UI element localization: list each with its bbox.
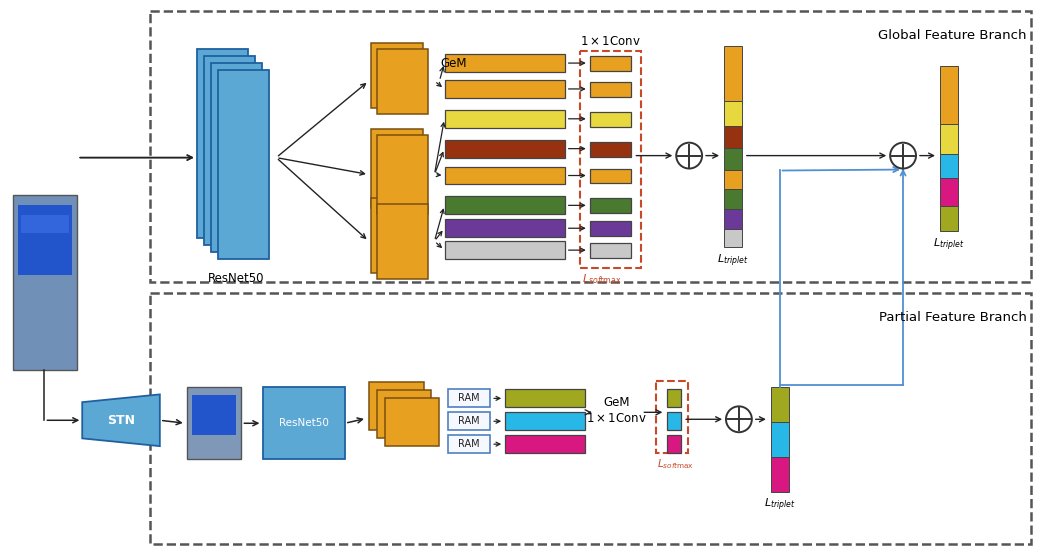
FancyBboxPatch shape <box>197 49 248 238</box>
Text: ResNet50: ResNet50 <box>208 272 265 285</box>
FancyBboxPatch shape <box>590 142 632 157</box>
FancyBboxPatch shape <box>590 82 632 97</box>
FancyBboxPatch shape <box>446 167 565 184</box>
FancyBboxPatch shape <box>940 206 958 231</box>
FancyBboxPatch shape <box>724 101 742 126</box>
FancyBboxPatch shape <box>369 383 424 430</box>
FancyBboxPatch shape <box>191 395 236 435</box>
FancyBboxPatch shape <box>724 169 742 189</box>
FancyBboxPatch shape <box>724 147 742 169</box>
FancyBboxPatch shape <box>377 204 429 279</box>
FancyBboxPatch shape <box>446 241 565 259</box>
FancyBboxPatch shape <box>505 412 585 430</box>
FancyBboxPatch shape <box>385 399 439 446</box>
FancyBboxPatch shape <box>377 135 429 214</box>
Text: $1\times1$Conv: $1\times1$Conv <box>586 412 646 425</box>
Text: RAM: RAM <box>458 416 480 426</box>
FancyBboxPatch shape <box>449 412 491 430</box>
FancyBboxPatch shape <box>13 195 77 369</box>
FancyBboxPatch shape <box>21 215 69 233</box>
FancyBboxPatch shape <box>446 110 565 128</box>
FancyBboxPatch shape <box>667 412 681 430</box>
FancyBboxPatch shape <box>218 70 269 259</box>
FancyBboxPatch shape <box>590 221 632 236</box>
Text: Partial Feature Branch: Partial Feature Branch <box>879 311 1026 324</box>
Text: $1\times1$Conv: $1\times1$Conv <box>581 35 641 47</box>
Text: Global Feature Branch: Global Feature Branch <box>878 29 1026 43</box>
Text: ResNet50: ResNet50 <box>279 418 329 428</box>
FancyBboxPatch shape <box>590 198 632 213</box>
Text: $L_{triplet}$: $L_{triplet}$ <box>718 252 749 268</box>
FancyBboxPatch shape <box>18 205 72 275</box>
FancyBboxPatch shape <box>667 389 681 407</box>
FancyBboxPatch shape <box>446 54 565 72</box>
FancyBboxPatch shape <box>724 46 742 101</box>
FancyBboxPatch shape <box>449 435 491 453</box>
FancyBboxPatch shape <box>449 389 491 407</box>
FancyBboxPatch shape <box>771 422 789 457</box>
Polygon shape <box>83 394 160 446</box>
FancyBboxPatch shape <box>590 112 632 127</box>
FancyBboxPatch shape <box>264 388 345 459</box>
FancyBboxPatch shape <box>505 389 585 407</box>
FancyBboxPatch shape <box>940 153 958 178</box>
FancyBboxPatch shape <box>377 49 429 114</box>
Text: GeM: GeM <box>440 56 467 70</box>
FancyBboxPatch shape <box>204 56 255 245</box>
FancyBboxPatch shape <box>724 209 742 229</box>
Text: $L_{soft\mathrm{max}}$: $L_{soft\mathrm{max}}$ <box>582 272 621 286</box>
FancyBboxPatch shape <box>377 390 431 438</box>
FancyBboxPatch shape <box>940 124 958 153</box>
FancyBboxPatch shape <box>590 56 632 71</box>
FancyBboxPatch shape <box>940 178 958 206</box>
FancyBboxPatch shape <box>771 388 789 422</box>
FancyBboxPatch shape <box>590 168 632 183</box>
Text: STN: STN <box>107 414 135 427</box>
Text: RAM: RAM <box>458 394 480 404</box>
Text: $L_{soft\mathrm{max}}$: $L_{soft\mathrm{max}}$ <box>657 457 695 471</box>
FancyBboxPatch shape <box>724 229 742 247</box>
FancyBboxPatch shape <box>771 457 789 492</box>
FancyBboxPatch shape <box>370 198 423 273</box>
FancyBboxPatch shape <box>940 66 958 124</box>
FancyBboxPatch shape <box>446 219 565 237</box>
Text: GeM: GeM <box>604 396 630 409</box>
FancyBboxPatch shape <box>724 126 742 147</box>
Text: $L_{triplet}$: $L_{triplet}$ <box>764 497 796 513</box>
Text: $L_{triplet}$: $L_{triplet}$ <box>933 236 964 253</box>
FancyBboxPatch shape <box>505 435 585 453</box>
FancyBboxPatch shape <box>724 189 742 209</box>
FancyBboxPatch shape <box>446 80 565 98</box>
FancyBboxPatch shape <box>667 435 681 453</box>
FancyBboxPatch shape <box>370 43 423 108</box>
FancyBboxPatch shape <box>370 129 423 208</box>
FancyBboxPatch shape <box>186 388 242 459</box>
FancyBboxPatch shape <box>446 140 565 158</box>
FancyBboxPatch shape <box>590 243 632 258</box>
FancyBboxPatch shape <box>446 197 565 214</box>
FancyBboxPatch shape <box>210 63 263 252</box>
Text: RAM: RAM <box>458 439 480 449</box>
